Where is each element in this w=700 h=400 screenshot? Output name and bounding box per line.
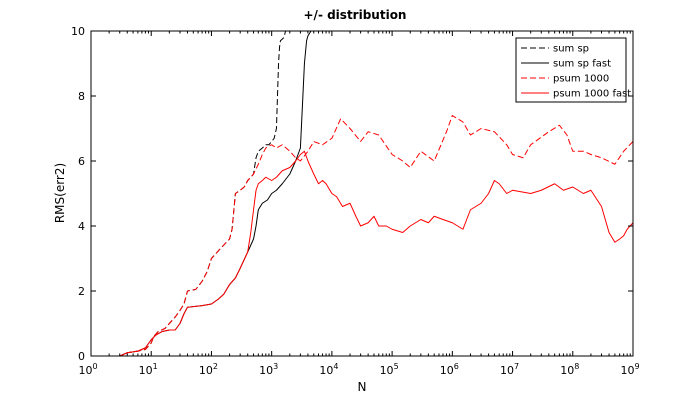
legend-box xyxy=(515,37,627,103)
axis-ticks: 100 101 102 103 104 105 106 107 108 109 0 2 4 6 8 10 xyxy=(71,25,640,377)
legend-label: psum 1000 fast xyxy=(553,89,631,100)
x-tick-label: 105 xyxy=(380,362,399,377)
y-tick-label: 0 xyxy=(78,350,85,363)
series-line-4 xyxy=(91,150,634,357)
legend-label: sum sp xyxy=(553,44,589,55)
x-tick-label: 108 xyxy=(560,362,579,377)
legend-label: sum sp fast xyxy=(553,59,611,70)
y-tick-label: 6 xyxy=(78,155,85,168)
chart-title: +/- distribution xyxy=(304,8,407,22)
y-tick-label: 2 xyxy=(78,285,85,298)
x-tick-label: 101 xyxy=(139,362,158,377)
x-tick-label: 109 xyxy=(620,362,639,377)
series-layer xyxy=(91,30,634,357)
plot-frame xyxy=(90,30,634,357)
series-line-2 xyxy=(91,30,312,357)
x-tick-label: 102 xyxy=(199,362,218,377)
legend: sum sp sum sp fast psum 1000 psum 1000 fast xyxy=(515,37,631,103)
legend-label: psum 1000 xyxy=(553,74,609,85)
y-axis-label: RMS(err2) xyxy=(53,163,67,223)
y-tick-label: 8 xyxy=(78,90,85,103)
x-tick-label: 103 xyxy=(259,362,278,377)
y-tick-label: 4 xyxy=(78,220,85,233)
x-tick-label: 106 xyxy=(440,362,459,377)
x-tick-label: 100 xyxy=(78,362,97,377)
axes-frame xyxy=(90,30,634,357)
series-line-3 xyxy=(91,115,634,357)
x-tick-label: 104 xyxy=(319,362,338,377)
x-axis-label: N xyxy=(358,380,367,394)
y-tick-label: 10 xyxy=(71,25,85,38)
x-tick-label: 107 xyxy=(500,362,519,377)
